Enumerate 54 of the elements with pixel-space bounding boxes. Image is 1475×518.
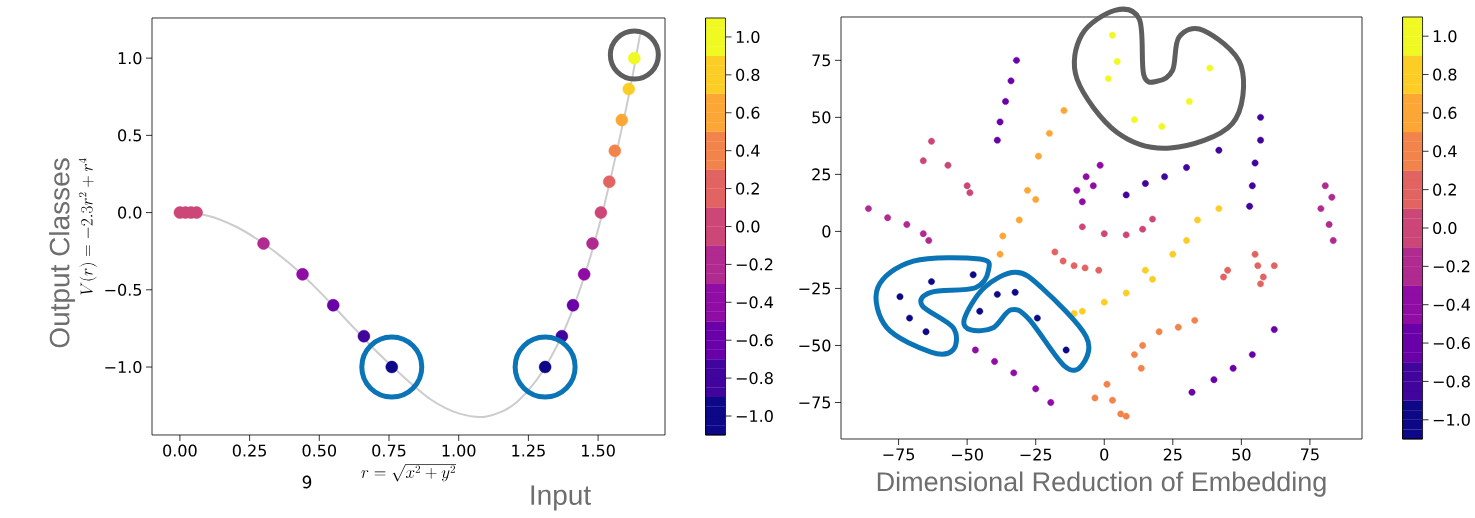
x-tick-label: 0.75: [372, 444, 406, 457]
x-tick-label: −25: [1020, 448, 1052, 461]
x-axis-title: Dimensional Reduction of Embedding: [877, 471, 1326, 497]
y-tick-label: −75: [799, 396, 831, 409]
x-tick-label: 25: [1163, 448, 1182, 461]
color-bar-label: −1.0: [1433, 413, 1470, 426]
color-bar-label: 0.6: [1433, 106, 1457, 119]
color-bar-label: 0.2: [1433, 183, 1456, 196]
y-tick-label: 0: [822, 225, 831, 238]
color-bar-label: −0.6: [1433, 337, 1470, 350]
x-tick-label: 0.50: [302, 444, 337, 457]
y-axis-title: $V(r) = -2.3r^2 + r^4$: [78, 158, 97, 295]
x-tick-label: 0.00: [163, 444, 197, 457]
color-bar-label: 0.2: [736, 182, 759, 195]
color-bar-label: 0.6: [736, 106, 760, 119]
y-tick-label: 0.5: [118, 129, 142, 142]
text: Output Classes: [48, 158, 76, 348]
text: 9: [302, 475, 312, 489]
color-bar-label: −0.2: [736, 258, 773, 271]
color-bar-label: −0.8: [1433, 375, 1470, 388]
color-bar-label: 0.8: [1433, 68, 1457, 81]
x-tick-label: 50: [1232, 448, 1251, 461]
y-tick-label: −0.5: [105, 283, 142, 296]
y-tick-label: 50: [812, 111, 831, 124]
color-bar-label: −0.2: [1433, 260, 1470, 273]
text: Input: [531, 485, 591, 511]
x-tick-label: −75: [883, 448, 915, 461]
x-tick-label: 1.50: [582, 444, 615, 457]
color-bar-label: 1.0: [1433, 30, 1457, 43]
color-bar-label: 0.4: [736, 144, 760, 157]
color-bar-label: −0.4: [1433, 298, 1471, 311]
y-tick-label: −1.0: [105, 360, 142, 374]
color-bar-label: −0.4: [736, 296, 774, 309]
color-bar-label: 0.0: [1433, 221, 1457, 235]
color-bar-label: −0.6: [736, 334, 773, 347]
y-tick-label: 1.0: [118, 52, 142, 65]
x-tick-label: 1.00: [442, 444, 476, 457]
color-bar-label: 0.0: [736, 220, 760, 233]
x-axis-title: $r = \sqrt{x^2 + y^2}$: [361, 464, 457, 482]
color-bar-label: 0.4: [1433, 145, 1457, 158]
x-tick-label: 0.25: [232, 444, 266, 457]
color-bar-label: −1.0: [736, 409, 773, 423]
x-tick-label: −50: [951, 448, 983, 461]
color-bar-label: 1.0: [736, 30, 760, 43]
color-bar-label: 0.8: [736, 68, 760, 81]
y-tick-label: −25: [799, 282, 831, 295]
y-tick-label: 25: [812, 168, 831, 181]
y-tick-label: 0.0: [118, 206, 142, 219]
y-tick-label: 75: [812, 54, 831, 67]
color-bar-label: −0.8: [736, 372, 773, 385]
y-tick-label: −50: [799, 339, 831, 352]
x-tick-label: 0: [1100, 448, 1109, 461]
x-tick-label: 75: [1301, 448, 1319, 461]
x-tick-label: 1.25: [512, 444, 545, 457]
